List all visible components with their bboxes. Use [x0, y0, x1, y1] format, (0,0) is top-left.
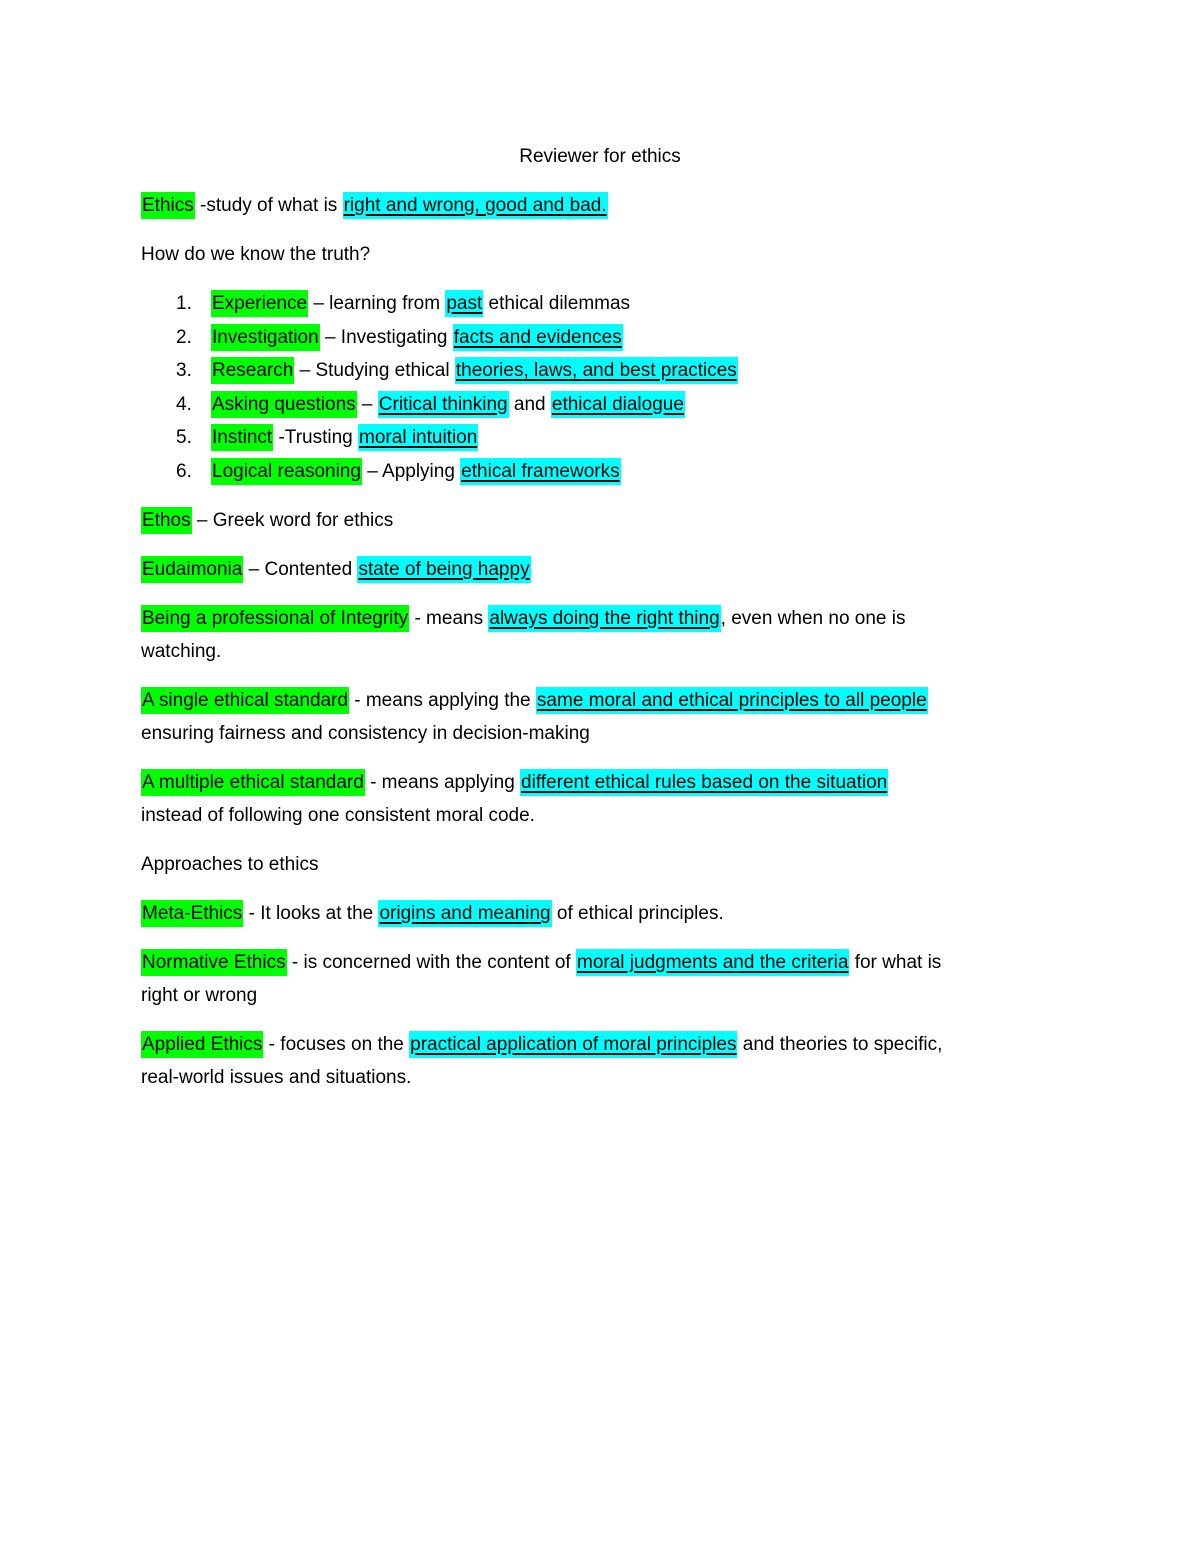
list-number: 2.: [176, 326, 192, 348]
numbered-list: 1. Experience – learning from past ethica…: [141, 287, 1081, 488]
paragraph: Being a professional of Integrity - mean…: [141, 602, 1081, 668]
text: - means: [409, 608, 489, 629]
highlighted-term: Ethos: [141, 507, 192, 534]
highlighted-term: Normative Ethics: [141, 949, 287, 976]
text: – Applying: [361, 460, 461, 482]
highlighted-term: Applied Ethics: [141, 1031, 264, 1058]
text: for what is: [849, 952, 942, 973]
highlighted-term: Logical reasoning: [211, 457, 362, 485]
list-number: 4.: [176, 393, 192, 415]
highlighted-key-phrase: ethical frameworks: [460, 457, 621, 485]
paragraph: Ethos – Greek word for ethics: [141, 504, 1081, 537]
text: of ethical principles.: [551, 903, 724, 924]
text: - means applying the: [348, 690, 536, 711]
paragraph: Meta-Ethics - It looks at the origins an…: [141, 897, 1081, 930]
paragraph: Approaches to ethics: [141, 848, 1081, 881]
text: – Contented: [243, 559, 358, 580]
list-item: 1. Experience – learning from past ethica…: [141, 287, 1081, 321]
list-item: 2. Investigation – Investigating facts an…: [141, 321, 1081, 355]
highlighted-key-phrase: different ethical rules based on the sit…: [520, 769, 889, 796]
text: and: [508, 393, 551, 415]
highlighted-key-phrase: Critical thinking: [377, 390, 509, 418]
highlighted-term: Investigation: [211, 323, 320, 351]
highlighted-term: Meta-Ethics: [141, 900, 244, 927]
highlighted-term: A single ethical standard: [141, 687, 349, 714]
highlighted-term: Being a professional of Integrity: [141, 605, 410, 632]
document-page: Reviewer for ethics Ethics -study of wha…: [141, 140, 1081, 1110]
highlighted-key-phrase: origins and meaning: [378, 900, 552, 927]
list-number: 3.: [176, 360, 192, 381]
highlighted-key-phrase: practical application of moral principle…: [409, 1031, 738, 1058]
text: real-world issues and situations.: [141, 1067, 412, 1088]
highlighted-key-phrase: moral judgments and the criteria: [576, 949, 850, 976]
highlighted-term: Ethics: [141, 192, 195, 219]
highlighted-key-phrase: theories, laws, and best practices: [454, 357, 738, 384]
highlighted-key-phrase: past: [445, 290, 484, 317]
highlighted-key-phrase: same moral and ethical principles to all…: [535, 687, 928, 714]
document-body: Ethics -study of what is right and wrong…: [141, 189, 1081, 1094]
text: instead of following one consistent mora…: [141, 805, 535, 826]
paragraph: Normative Ethics - is concerned with the…: [141, 946, 1081, 1012]
text: ethical dilemmas: [483, 293, 631, 314]
highlighted-key-phrase: facts and evidences: [452, 323, 623, 351]
highlighted-term: Instinct: [211, 424, 274, 451]
text: –: [356, 393, 378, 415]
highlighted-key-phrase: moral intuition: [358, 424, 479, 451]
text: and theories to specific,: [737, 1034, 943, 1055]
paragraph: Ethics -study of what is right and wrong…: [141, 189, 1081, 222]
highlighted-key-phrase: always doing the right thing: [488, 605, 721, 632]
text: How do we know the truth?: [141, 244, 371, 265]
highlighted-term: Research: [211, 357, 295, 384]
list-number: 5.: [176, 427, 192, 448]
highlighted-key-phrase: right and wrong, good and bad.: [342, 192, 608, 219]
highlighted-term: A multiple ethical standard: [141, 769, 365, 796]
text: - focuses on the: [263, 1034, 410, 1055]
document-title: Reviewer for ethics: [519, 146, 681, 167]
text: – learning from: [308, 293, 446, 314]
highlighted-term: Experience: [211, 290, 309, 317]
paragraph: A multiple ethical standard - means appl…: [141, 766, 1081, 832]
text: -Trusting: [273, 427, 359, 448]
text: watching.: [141, 641, 222, 662]
text: ensuring fairness and consistency in dec…: [141, 723, 590, 744]
text: – Studying ethical: [294, 360, 455, 381]
text: – Greek word for ethics: [191, 510, 394, 531]
highlighted-term: Eudaimonia: [141, 556, 244, 583]
list-number: 1.: [176, 293, 192, 314]
list-item: 6. Logical reasoning – Applying ethical f…: [141, 455, 1081, 489]
paragraph: Applied Ethics - focuses on the practica…: [141, 1028, 1081, 1094]
list-number: 6.: [176, 460, 192, 482]
text: – Investigating: [319, 326, 453, 348]
text: Approaches to ethics: [141, 854, 319, 875]
list-item: 4. Asking questions – Critical thinking a…: [141, 388, 1081, 422]
text: , even when no one is: [720, 608, 906, 629]
paragraph: How do we know the truth?: [141, 238, 1081, 271]
paragraph: Eudaimonia – Contented state of being ha…: [141, 553, 1081, 586]
highlighted-term: Asking questions: [211, 390, 357, 418]
text: right or wrong: [141, 985, 258, 1006]
text: - is concerned with the content of: [286, 952, 576, 973]
text: - means applying: [364, 772, 521, 793]
highlighted-key-phrase: ethical dialogue: [550, 390, 685, 418]
paragraph: A single ethical standard - means applyi…: [141, 684, 1081, 750]
list-item: 5. Instinct -Trusting moral intuition: [141, 421, 1081, 455]
text: -study of what is: [194, 195, 343, 216]
text: - It looks at the: [243, 903, 379, 924]
highlighted-key-phrase: state of being happy: [357, 556, 531, 583]
list-item: 3. Research – Studying ethical theories, …: [141, 354, 1081, 388]
